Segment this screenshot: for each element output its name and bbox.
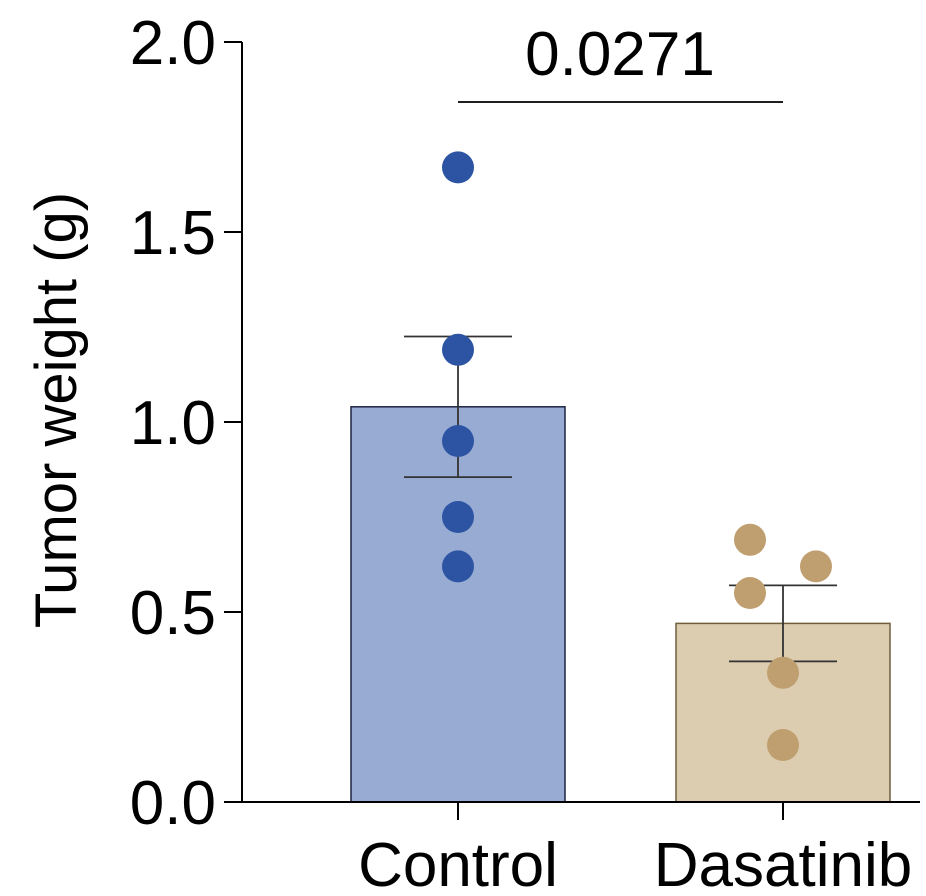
- plot-area: 0.0 0.5 1.0 1.5 2.0 Control Dasatinib: [130, 9, 920, 896]
- y-tick-label: 0.0: [130, 769, 216, 838]
- y-tick-label: 1.0: [130, 389, 216, 458]
- data-point: [767, 729, 799, 761]
- data-point: [442, 550, 474, 583]
- x-tick-label-control: Control: [358, 831, 558, 896]
- y-tick-label: 1.5: [130, 199, 216, 268]
- p-value-label: 0.0271: [525, 20, 715, 89]
- data-point: [800, 550, 832, 583]
- data-point: [442, 151, 474, 184]
- data-point: [767, 656, 799, 689]
- x-tick-label-dasatinib: Dasatinib: [654, 831, 912, 896]
- y-tick-label: 2.0: [130, 9, 216, 78]
- data-point: [734, 577, 766, 609]
- data-point: [442, 425, 474, 457]
- data-point: [734, 523, 766, 556]
- data-point: [442, 501, 474, 533]
- y-tick-label: 0.5: [130, 579, 216, 648]
- data-point: [442, 333, 474, 366]
- y-axis-title: Tumor weight (g): [24, 192, 89, 628]
